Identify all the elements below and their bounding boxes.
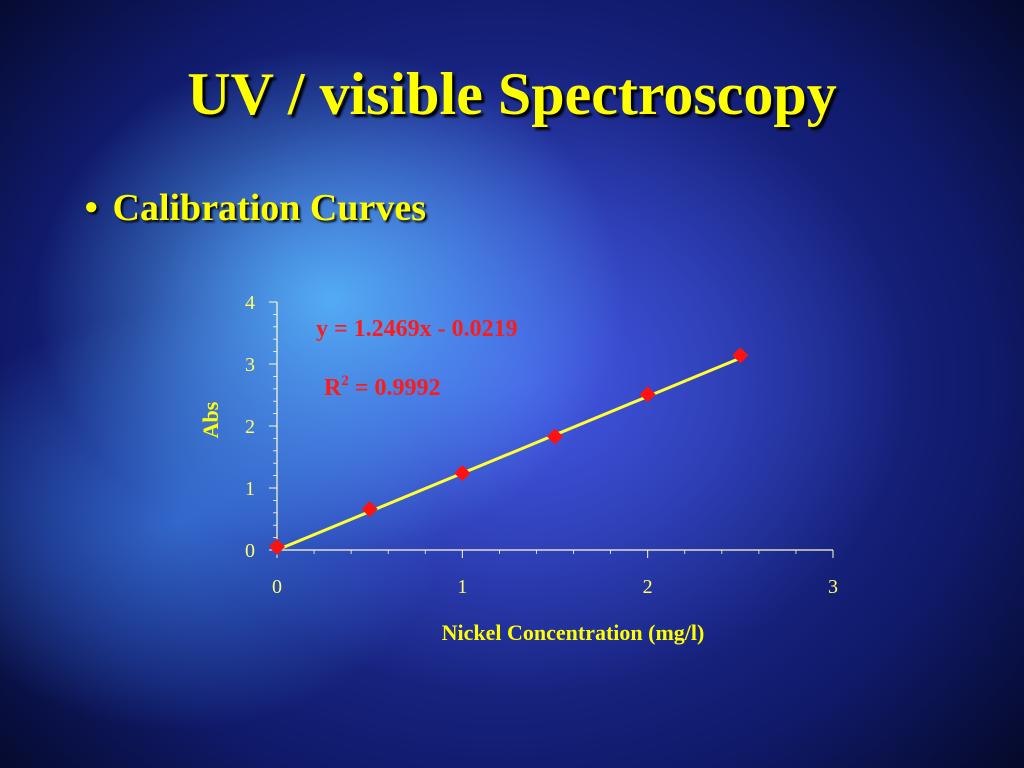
r-letter: R xyxy=(324,375,342,401)
x-tick-label: 3 xyxy=(828,576,838,598)
slide-title: UV / visible Spectroscopy xyxy=(187,61,837,127)
y-tick-label: 1 xyxy=(245,478,255,500)
data-point xyxy=(639,386,656,403)
y-tick-label: 2 xyxy=(245,416,255,438)
chart-ticks: 0 1 2 3 4 0 1 2 3 xyxy=(245,292,838,598)
r-value: = 0.9992 xyxy=(349,375,441,401)
y-tick-label: 4 xyxy=(245,292,255,314)
data-point xyxy=(269,538,285,555)
x-tick-label: 0 xyxy=(272,576,282,598)
bullet-dot-icon: ● xyxy=(84,194,99,220)
r-squared-label: R2 = 0.9992 xyxy=(324,373,441,401)
y-axis-title: Abs xyxy=(198,401,223,438)
data-point xyxy=(454,465,471,482)
data-points xyxy=(269,347,749,555)
x-axis-title: Nickel Concentration (mg/l) xyxy=(442,620,705,645)
x-tick-label: 2 xyxy=(643,576,653,598)
trendline-group xyxy=(276,356,741,552)
r-superscript: 2 xyxy=(341,373,349,389)
trendline xyxy=(276,356,741,552)
y-tick-label: 3 xyxy=(245,354,255,376)
data-point xyxy=(732,347,749,364)
y-tick-label: 0 xyxy=(245,540,255,562)
data-point xyxy=(361,501,378,518)
bullet-text: Calibration Curves xyxy=(112,187,427,229)
x-tick-label: 1 xyxy=(457,576,467,598)
trendline-equation: y = 1.2469x - 0.0219 xyxy=(316,316,518,342)
bullet-item: ● Calibration Curves xyxy=(84,186,426,230)
data-point xyxy=(547,428,563,445)
